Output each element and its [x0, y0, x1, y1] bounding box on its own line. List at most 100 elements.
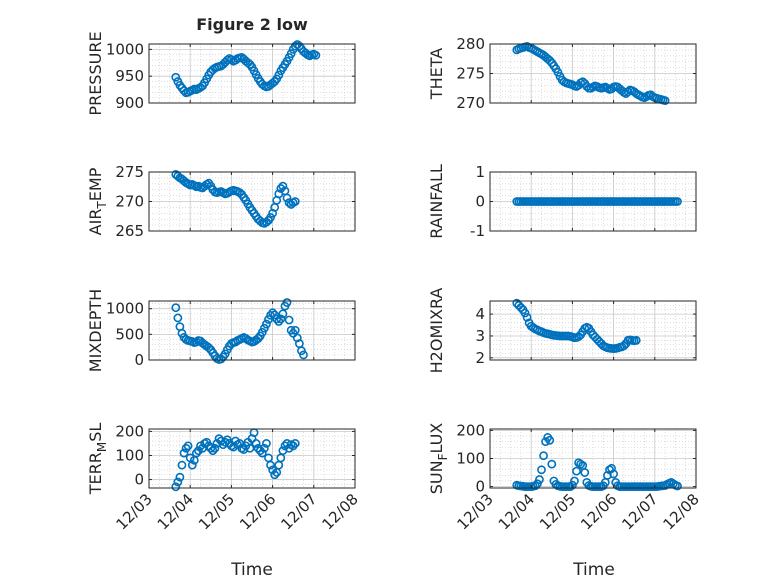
data-point: [607, 463, 616, 473]
y-axis-label: RAINFALL: [427, 164, 446, 239]
y-tick-label: 270: [115, 193, 144, 211]
data-point: [171, 72, 181, 82]
data-point: [545, 435, 555, 445]
data-point: [179, 86, 189, 96]
y-tick-label: 275: [456, 65, 485, 83]
y-tick-label: 950: [115, 67, 144, 85]
data-point: [619, 341, 629, 351]
subplot-6: 2 3 4 H2OMIXRA: [427, 288, 697, 374]
data-point: [210, 443, 220, 453]
data-point: [609, 469, 618, 479]
data-point: [520, 308, 530, 318]
data-point: [582, 82, 592, 91]
data-point: [288, 441, 298, 451]
y-axis-label: H2OMIXRA: [427, 288, 446, 374]
data-point: [191, 337, 201, 347]
x-tick-label: 12/07: [618, 490, 661, 533]
x-tick-label: 12/07: [277, 490, 320, 533]
data-point: [570, 476, 579, 486]
data-point: [245, 443, 255, 453]
data-point: [673, 481, 682, 491]
data-point: [522, 312, 532, 322]
y-tick-label: 4: [475, 305, 485, 323]
series-markers: [512, 41, 670, 106]
subplot-4: -1 0 1 RAINFALL: [427, 163, 697, 240]
data-point: [537, 465, 546, 475]
x-tick-label: 12/05: [195, 490, 238, 533]
y-tick-label: 0: [134, 351, 144, 369]
x-tick-label: 12/06: [236, 490, 279, 533]
y-axis-label: MIXDEPTH: [86, 289, 105, 372]
data-point: [530, 481, 540, 491]
subplot-2: 270 275 280 THETA: [427, 35, 697, 112]
y-tick-label: 265: [115, 222, 144, 240]
data-point: [181, 443, 191, 453]
data-point: [262, 319, 271, 329]
y-tick-label: 0: [475, 193, 485, 211]
y-tick-label: 2: [475, 349, 485, 367]
data-point: [257, 448, 267, 458]
data-point: [284, 315, 294, 325]
data-point: [266, 213, 275, 222]
data-point: [299, 350, 308, 360]
axes-box: [489, 300, 697, 361]
data-point: [660, 96, 670, 106]
data-point: [547, 459, 557, 469]
data-point: [270, 470, 280, 480]
data-point: [673, 197, 682, 206]
data-point: [278, 309, 288, 319]
data-point: [206, 443, 216, 453]
series-markers: [171, 428, 300, 492]
data-point: [631, 335, 641, 345]
x-axis-label-left: Time: [230, 560, 273, 580]
y-axis-label: PRESSURE: [86, 31, 105, 115]
data-point: [208, 446, 218, 456]
y-axis-label: TERRMSL: [86, 423, 109, 496]
y-tick-label: 200: [115, 422, 144, 440]
data-point: [580, 468, 590, 477]
data-point: [545, 56, 555, 65]
data-point: [278, 181, 288, 191]
x-tick-label: 12/05: [536, 490, 579, 533]
data-point: [553, 67, 563, 77]
grid: [148, 429, 356, 488]
data-point: [282, 193, 292, 203]
data-point: [284, 198, 294, 208]
x-tick-label: 12/04: [495, 490, 538, 533]
data-point: [187, 460, 197, 470]
y-axis-label: AIRTEMP: [86, 167, 109, 235]
y-tick-label: 900: [115, 94, 144, 112]
y-tick-label: 270: [456, 94, 485, 112]
y-tick-label: 280: [456, 35, 485, 53]
data-point: [539, 451, 548, 461]
grid: [489, 429, 697, 488]
x-tick-label: 12/04: [154, 490, 197, 533]
y-tick-label: -1: [470, 222, 485, 240]
data-point: [214, 434, 224, 444]
data-point: [183, 441, 193, 451]
series-markers: [171, 40, 321, 98]
y-axis-label: SUNFLUX: [427, 423, 450, 495]
data-point: [290, 439, 300, 448]
axes-box: [148, 300, 356, 361]
data-point: [220, 437, 230, 447]
grid: [489, 43, 697, 104]
data-point: [572, 466, 581, 476]
data-point: [286, 49, 296, 59]
y-tick-label: 0: [475, 478, 485, 496]
data-point: [290, 197, 300, 206]
x-tick-label: 12/03: [454, 490, 497, 533]
data-point: [541, 437, 551, 447]
data-point: [259, 443, 269, 453]
data-point: [311, 50, 321, 60]
data-point: [292, 333, 302, 343]
data-point: [535, 475, 544, 484]
series-markers: [512, 433, 682, 491]
data-point: [222, 55, 232, 65]
